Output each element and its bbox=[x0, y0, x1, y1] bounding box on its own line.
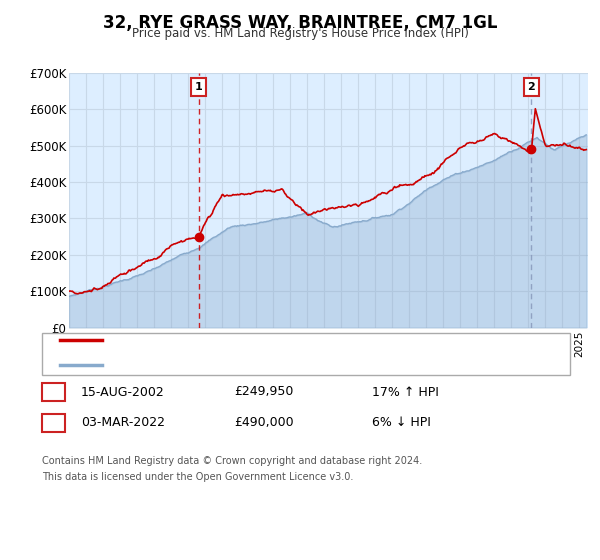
Text: Contains HM Land Registry data © Crown copyright and database right 2024.: Contains HM Land Registry data © Crown c… bbox=[42, 456, 422, 466]
Text: 32, RYE GRASS WAY, BRAINTREE, CM7 1GL (detached house): 32, RYE GRASS WAY, BRAINTREE, CM7 1GL (d… bbox=[111, 334, 469, 347]
Text: 6% ↓ HPI: 6% ↓ HPI bbox=[372, 416, 431, 430]
Text: £490,000: £490,000 bbox=[234, 416, 293, 430]
Text: 1: 1 bbox=[49, 385, 58, 399]
Text: 15-AUG-2002: 15-AUG-2002 bbox=[81, 385, 165, 399]
Text: Price paid vs. HM Land Registry's House Price Index (HPI): Price paid vs. HM Land Registry's House … bbox=[131, 27, 469, 40]
Text: 1: 1 bbox=[195, 82, 202, 92]
Text: £249,950: £249,950 bbox=[234, 385, 293, 399]
Text: 03-MAR-2022: 03-MAR-2022 bbox=[81, 416, 165, 430]
Text: 32, RYE GRASS WAY, BRAINTREE, CM7 1GL: 32, RYE GRASS WAY, BRAINTREE, CM7 1GL bbox=[103, 14, 497, 32]
Text: 17% ↑ HPI: 17% ↑ HPI bbox=[372, 385, 439, 399]
Text: 2: 2 bbox=[49, 416, 58, 430]
Text: This data is licensed under the Open Government Licence v3.0.: This data is licensed under the Open Gov… bbox=[42, 472, 353, 482]
Text: 2: 2 bbox=[527, 82, 535, 92]
Text: HPI: Average price, detached house, Braintree: HPI: Average price, detached house, Brai… bbox=[111, 359, 385, 372]
